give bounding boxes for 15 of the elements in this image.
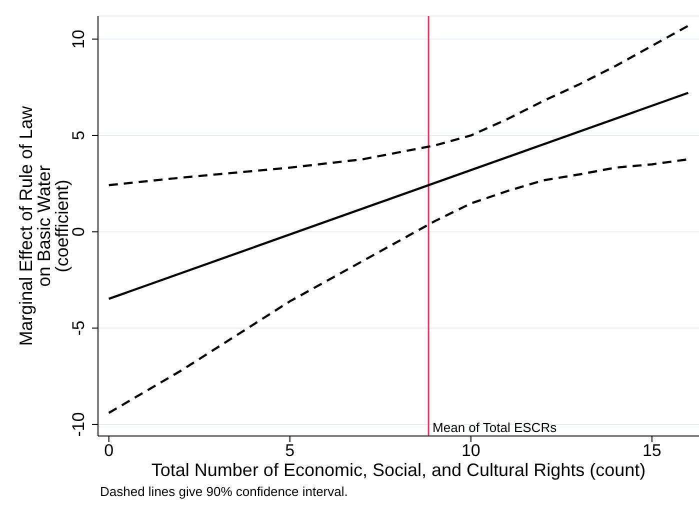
x-tick-label: 15 [642, 441, 662, 460]
ref-line-label: Mean of Total ESCRs [432, 420, 558, 435]
y-tick-label: -5 [69, 320, 88, 336]
y-tick-label: 0 [69, 227, 88, 237]
y-tick-label: -10 [69, 412, 88, 437]
x-axis-title: Total Number of Economic, Social, and Cultural Rights (count) [151, 460, 646, 480]
y-tick-label: 10 [69, 30, 88, 49]
x-tick-label: 10 [461, 441, 480, 460]
y-axis-title: Marginal Effect of Rule of Law on Basic Water (coefficient) [16, 105, 72, 346]
line-series [108, 24, 690, 186]
text: Dashed lines give 90% confidence interval. [100, 484, 348, 499]
line-series [108, 158, 690, 414]
x-tick-label: 5 [285, 441, 295, 460]
x-tick-label: 0 [104, 441, 114, 460]
y-tick-label: 5 [69, 130, 88, 140]
